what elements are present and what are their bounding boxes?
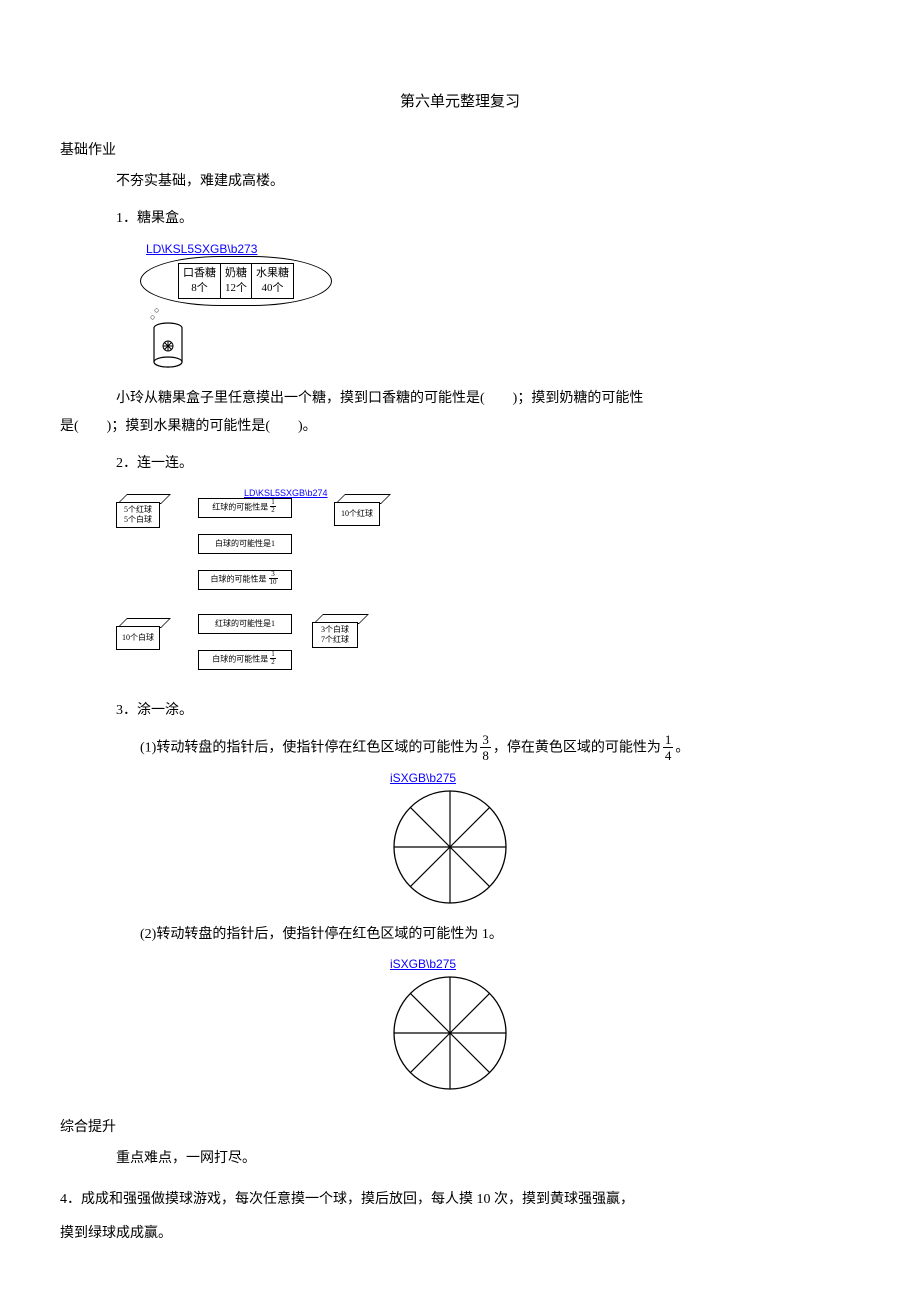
q2-lb2-l1: 10个白球 xyxy=(122,633,154,643)
q1-cell-gum-count: 8个 xyxy=(183,281,216,296)
q1-cell-gum: 口香糖 8个 xyxy=(178,263,220,299)
q1-label: 1．糖果盒。 xyxy=(60,206,860,233)
q1-bubble-dots: ○○ xyxy=(154,308,350,320)
q2-mid-3: 白球的可能性是310 xyxy=(198,570,292,590)
q3-p1-b: ，停在黄色区域的可能性为 xyxy=(493,741,661,756)
q1-imgcode: LD\KSL5SXGB\b273 xyxy=(146,242,350,256)
q2-mid-3-pre: 白球的可能性是 xyxy=(211,574,267,583)
q1-cell-milk-count: 12个 xyxy=(225,281,247,296)
q3-p1-f1n: 3 xyxy=(480,733,491,748)
q2-label: 2．连一连。 xyxy=(60,451,860,478)
q4-line2: 摸到绿球成成赢。 xyxy=(60,1220,860,1248)
q3-p2: (2)转动转盘的指针后，使指针停在红色区域的可能性为 1。 xyxy=(60,922,860,949)
q2-lb1-l1: 5个红球 xyxy=(124,505,152,514)
q2-mid-1-pre: 红球的可能性是 xyxy=(212,502,268,511)
q3-spinner-1-icon xyxy=(390,787,510,907)
section-b-intro: 重点难点，一网打尽。 xyxy=(60,1146,860,1173)
q3-p1-f2n: 1 xyxy=(663,733,674,748)
q3-p1: (1)转动转盘的指针后，使指针停在红色区域的可能性为38，停在黄色区域的可能性为… xyxy=(60,734,860,763)
q3-spinner-2-icon xyxy=(390,973,510,1093)
worksheet-page: 第六单元整理复习 基础作业 不夯实基础，难建成高楼。 1．糖果盒。 LD\KSL… xyxy=(0,0,920,1294)
q3-imgcode-1: iSXGB\b275 xyxy=(390,771,456,785)
q2-mid-3-d: 10 xyxy=(269,579,278,586)
q1-cell-milk: 奶糖 12个 xyxy=(220,263,252,299)
q2-rb1-l1: 10个红球 xyxy=(341,509,373,519)
q3-p1-f1d: 8 xyxy=(480,748,491,762)
q1-figure: LD\KSL5SXGB\b273 口香糖 8个 奶糖 12个 水果糖 40个 ○… xyxy=(140,242,350,375)
q1-cell-fruit-name: 水果糖 xyxy=(256,266,289,281)
q2-lb1-l2: 5个白球 xyxy=(124,515,152,524)
q3-spinner-2-wrap: iSXGB\b275 xyxy=(60,957,860,1098)
q3-label: 3．涂一涂。 xyxy=(60,698,860,725)
q2-mid-5: 白球的可能性是12 xyxy=(198,650,292,670)
q2-figure: 5个红球5个白球 10个白球 10个红球 3个白球7个红球 LD\KSL5SXG… xyxy=(116,488,396,688)
page-title: 第六单元整理复习 xyxy=(60,90,860,111)
q2-mid-1: 红球的可能性是12 xyxy=(198,498,292,518)
q1-cell-milk-name: 奶糖 xyxy=(225,266,247,281)
q2-mid-2-t: 白球的可能性是1 xyxy=(199,539,291,549)
q3-p1-a: (1)转动转盘的指针后，使指针停在红色区域的可能性为 xyxy=(140,741,478,756)
section-a-intro: 不夯实基础，难建成高楼。 xyxy=(60,169,860,196)
section-a-head: 基础作业 xyxy=(60,139,860,159)
q4-line1: 4．成成和强强做摸球游戏，每次任意摸一个球，摸后放回，每人摸 10 次，摸到黄球… xyxy=(60,1186,860,1214)
q2-imgcode: LD\KSL5SXGB\b274 xyxy=(244,488,328,498)
q1-thought-bubble: 口香糖 8个 奶糖 12个 水果糖 40个 xyxy=(140,256,332,306)
q1-text-line2: 是( )；摸到水果糖的可能性是( )。 xyxy=(60,413,860,441)
q2-rb2-l1: 3个白球 xyxy=(321,625,349,634)
q3-p1-f2d: 4 xyxy=(663,748,674,762)
section-b-head: 综合提升 xyxy=(60,1116,860,1136)
q2-mid-5-d: 2 xyxy=(270,659,276,666)
q1-text-line1: 小玲从糖果盒子里任意摸出一个糖，摸到口香糖的可能性是( )；摸到奶糖的可能性 xyxy=(60,385,860,413)
q3-imgcode-2: iSXGB\b275 xyxy=(390,957,456,971)
q1-cell-gum-name: 口香糖 xyxy=(183,266,216,281)
q1-jar-icon xyxy=(150,322,350,375)
q1-cell-fruit-count: 40个 xyxy=(256,281,289,296)
q2-mid-4-t: 红球的可能性是1 xyxy=(199,619,291,629)
q1-cell-fruit: 水果糖 40个 xyxy=(252,263,294,299)
q2-rb2-l2: 7个红球 xyxy=(321,635,349,644)
q2-mid-5-pre: 白球的可能性是 xyxy=(212,654,268,663)
q2-mid-4: 红球的可能性是1 xyxy=(198,614,292,634)
q3-p1-c: 。 xyxy=(675,741,689,756)
q2-mid-2: 白球的可能性是1 xyxy=(198,534,292,554)
q2-mid-1-d: 2 xyxy=(270,507,276,514)
q3-spinner-1-wrap: iSXGB\b275 xyxy=(60,771,860,912)
